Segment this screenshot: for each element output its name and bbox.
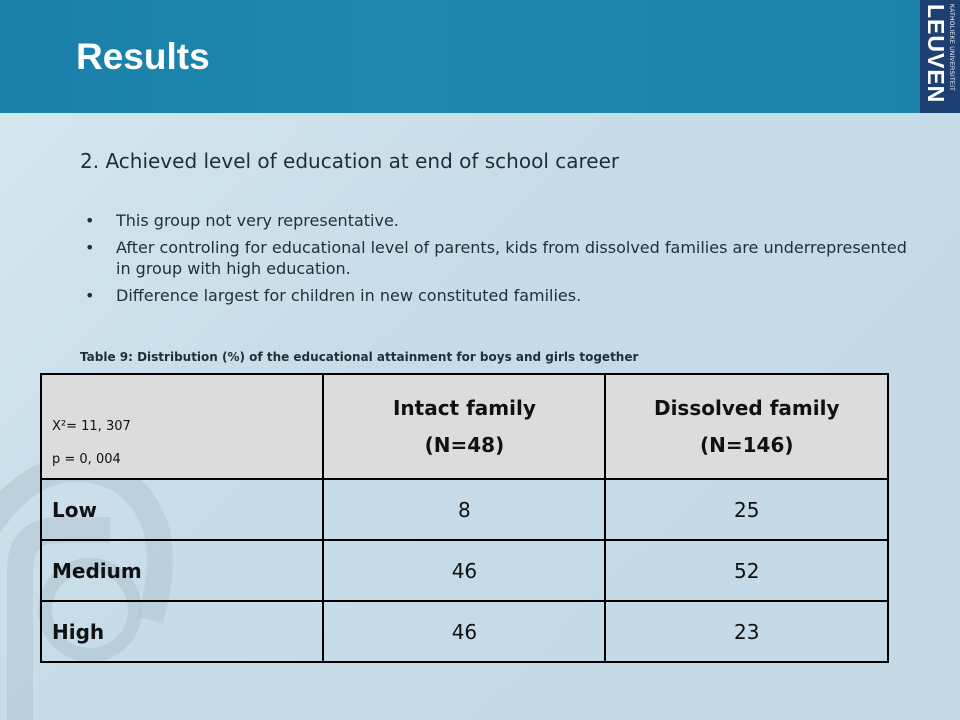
table-row: High 46 23	[39, 600, 889, 663]
column-header-intact: Intact family (N=48)	[322, 373, 607, 480]
row-label: Low	[39, 478, 325, 541]
table-caption: Table 9: Distribution (%) of the educati…	[80, 350, 639, 364]
header-bar: Results KATHOLIEKE UNIVERSITEIT LEUVEN	[0, 0, 960, 113]
logo-big-text: LEUVEN	[923, 4, 949, 104]
table-cell: 25	[604, 478, 889, 541]
bullet-item: • After controling for educational level …	[85, 238, 907, 278]
bullet-dot-icon: •	[85, 211, 95, 230]
bullet-dot-icon: •	[85, 238, 95, 257]
chi-square-stat: X²= 11, 307	[52, 419, 131, 434]
bullet-item: • Difference largest for children in new …	[85, 286, 582, 305]
table-cell: 23	[604, 600, 889, 663]
university-logo: KATHOLIEKE UNIVERSITEIT LEUVEN	[920, 0, 960, 113]
row-label: Medium	[39, 539, 325, 602]
slide-title: Results	[76, 36, 210, 77]
table-cell: 46	[322, 600, 607, 663]
bullet-item: • This group not very representative.	[85, 211, 399, 230]
stats-cell: X²= 11, 307 p = 0, 004	[39, 373, 325, 480]
p-value-stat: p = 0, 004	[52, 452, 121, 467]
table-cell: 52	[604, 539, 889, 602]
bullet-list: • This group not very representative. • Af…	[80, 210, 920, 312]
bullet-dot-icon: •	[85, 286, 95, 305]
table-row: Medium 46 52	[39, 539, 889, 602]
table-cell: 46	[322, 539, 607, 602]
row-label: High	[39, 600, 325, 663]
education-table: X²= 11, 307 p = 0, 004 Intact family (N=…	[39, 373, 889, 663]
table-cell: 8	[322, 478, 607, 541]
column-header-dissolved: Dissolved family (N=146)	[604, 373, 889, 480]
table-header-row: X²= 11, 307 p = 0, 004 Intact family (N=…	[39, 373, 889, 480]
table-row: Low 8 25	[39, 478, 889, 541]
section-subtitle: 2. Achieved level of education at end of…	[80, 149, 620, 173]
